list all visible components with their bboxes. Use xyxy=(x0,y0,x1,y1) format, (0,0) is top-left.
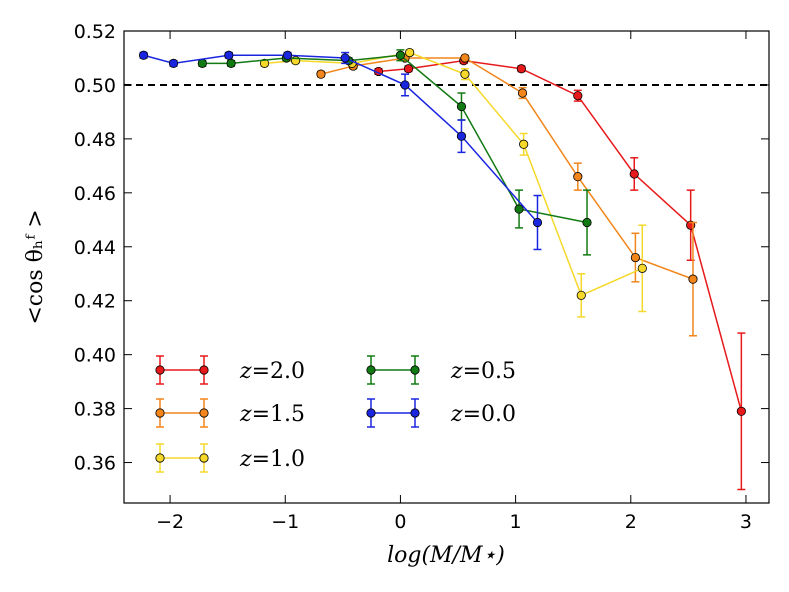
x-tick-label: −1 xyxy=(271,511,299,533)
series-2 xyxy=(259,47,647,318)
legend-entry: z=0.0 xyxy=(366,398,516,428)
legend-label-var: z xyxy=(450,359,463,384)
legend-marker xyxy=(199,365,209,375)
plot-frame xyxy=(123,30,770,504)
data-point xyxy=(224,50,234,60)
data-point xyxy=(532,217,543,228)
legend-marker xyxy=(199,453,209,463)
x-tick-label: −2 xyxy=(156,511,184,533)
data-point xyxy=(259,58,270,68)
data-point xyxy=(405,47,415,58)
data-point xyxy=(403,64,414,74)
legend-label-value: =0.5 xyxy=(463,359,516,384)
legend: z=2.0z=1.5z=1.0z=0.5z=0.0 xyxy=(155,355,516,473)
y-tick-label: 0.48 xyxy=(74,129,116,151)
data-point xyxy=(197,58,207,68)
y-tick-label: 0.42 xyxy=(74,291,116,313)
data-point xyxy=(629,169,639,179)
legend-label: z=0.0 xyxy=(450,402,516,427)
data-point xyxy=(576,290,586,300)
series-layer xyxy=(138,47,746,491)
data-point xyxy=(688,274,698,284)
legend-label-var: z xyxy=(239,402,252,427)
legend-label-var: z xyxy=(450,402,463,427)
series-line xyxy=(202,54,588,224)
legend-marker xyxy=(410,365,420,375)
legend-entry: z=1.5 xyxy=(155,398,305,428)
axis-ticks: −2 −1 0 1 2 3 0.36 0.38 0.40 0.42 0.44 0.46 0.48 0.50… xyxy=(74,21,769,533)
data-point xyxy=(168,58,179,68)
data-point xyxy=(637,263,647,273)
legend-marker xyxy=(155,453,165,463)
legend-label-value: =1.5 xyxy=(252,402,305,427)
data-point xyxy=(138,50,149,60)
data-point xyxy=(316,69,326,79)
data-point xyxy=(226,58,236,68)
data-point xyxy=(460,69,470,79)
x-axis-label: log(M/M⋆) xyxy=(387,543,505,568)
y-axis-label: <cos θₕᶠ > xyxy=(23,209,48,324)
legend-label-value: =1.0 xyxy=(252,447,305,472)
series-line xyxy=(320,57,694,280)
data-point xyxy=(582,217,592,228)
legend-label: z=1.5 xyxy=(239,402,305,427)
data-point xyxy=(736,406,746,416)
y-tick-label: 0.50 xyxy=(74,75,116,97)
data-point xyxy=(400,80,410,90)
legend-label: z=0.5 xyxy=(450,359,516,384)
legend-marker xyxy=(155,365,165,375)
legend-label: z=2.0 xyxy=(239,359,305,384)
legend-entry: z=1.0 xyxy=(155,443,305,473)
legend-label-value: =2.0 xyxy=(252,359,305,384)
data-point xyxy=(460,53,470,63)
legend-entry: z=0.5 xyxy=(366,355,516,385)
legend-label-var: z xyxy=(239,359,252,384)
series-1 xyxy=(316,53,698,337)
series-4 xyxy=(138,50,543,251)
legend-marker xyxy=(155,408,165,418)
data-point xyxy=(514,204,524,214)
series-line xyxy=(143,54,539,223)
data-point xyxy=(395,50,406,60)
data-point xyxy=(573,91,583,101)
data-point xyxy=(516,64,526,74)
legend-marker xyxy=(410,408,420,418)
data-point xyxy=(282,50,293,60)
y-tick-label: 0.40 xyxy=(74,345,116,367)
y-tick-label: 0.46 xyxy=(74,183,116,205)
y-tick-label: 0.36 xyxy=(74,453,116,475)
y-tick-label: 0.44 xyxy=(74,237,116,259)
x-tick-label: 0 xyxy=(394,511,406,533)
legend-label-value: =0.0 xyxy=(463,402,516,427)
legend-label: z=1.0 xyxy=(239,447,305,472)
data-point xyxy=(519,139,529,149)
series-line xyxy=(378,59,743,412)
data-point xyxy=(340,53,350,63)
legend-marker xyxy=(366,408,376,418)
data-point xyxy=(517,88,528,98)
series-0 xyxy=(373,56,746,491)
y-tick-label: 0.38 xyxy=(74,399,116,421)
series-line xyxy=(264,51,643,297)
legend-marker xyxy=(366,365,376,375)
data-point xyxy=(630,252,640,263)
x-tick-label: 3 xyxy=(740,511,752,533)
data-point xyxy=(573,172,583,182)
x-tick-label: 1 xyxy=(510,511,522,533)
y-tick-label: 0.52 xyxy=(74,21,116,43)
legend-entry: z=2.0 xyxy=(155,355,305,385)
legend-marker xyxy=(199,408,209,418)
data-point xyxy=(456,131,467,141)
x-tick-label: 2 xyxy=(625,511,637,533)
legend-label-var: z xyxy=(239,447,252,472)
data-point xyxy=(456,101,467,112)
